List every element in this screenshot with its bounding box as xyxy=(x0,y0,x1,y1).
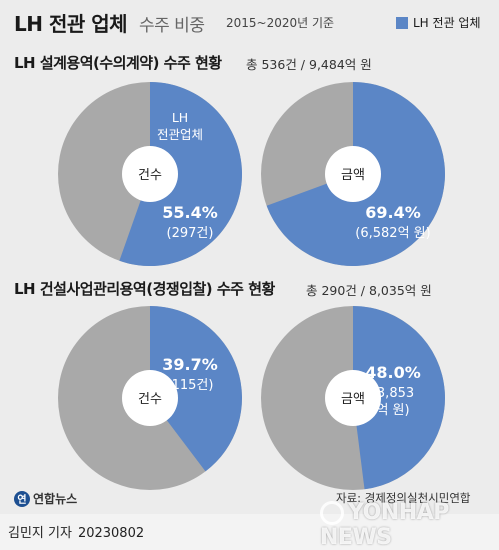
yonhap-logo: 연 연합뉴스 xyxy=(14,490,77,507)
pie-detail-label: (3,853 xyxy=(372,386,414,401)
pie-detail-label: (115건) xyxy=(167,378,214,393)
pie-center xyxy=(122,370,178,426)
page-subtitle: 수주 비중 xyxy=(139,16,205,36)
pie-center xyxy=(122,146,178,202)
author-line: 김민지 기자 20230802 xyxy=(8,522,144,541)
pie-slice-lh xyxy=(353,306,446,490)
pie-center xyxy=(325,146,381,202)
watermark-logo-icon xyxy=(320,501,344,525)
legend-swatch xyxy=(396,16,408,29)
pie-value-label: 69.4% xyxy=(365,203,421,222)
pie-center-label: 건수 xyxy=(138,168,162,183)
pie-value-label: 39.7% xyxy=(162,355,218,374)
pie-center xyxy=(325,370,381,426)
author-name: 김민지 기자 xyxy=(8,526,72,541)
logo-mark-icon: 연 xyxy=(14,490,30,507)
pie-detail-label: 억 원) xyxy=(376,403,409,418)
watermark-text: YONHAP NEWS xyxy=(320,500,449,550)
pie-detail-label: (297건) xyxy=(167,226,214,241)
pie-slice-lh xyxy=(119,82,243,266)
section-total-design: 총 536건 / 9,484억 원 xyxy=(246,57,372,72)
pie-slice-lh xyxy=(150,306,242,472)
source-note: 자료: 경제정의실천시민연합 xyxy=(336,491,471,505)
pie-charts: 건수 LH 전관업체 55.4% (297건) 금액 69.4% (6,582억 원) 건수 39… xyxy=(58,82,446,490)
pie-slice-label: LH xyxy=(172,110,188,125)
pie-detail-label: (6,582억 원) xyxy=(355,226,430,241)
period-label: 2015~2020년 기준 xyxy=(226,16,335,30)
logo-text: 연합뉴스 xyxy=(33,492,78,506)
pie-slice-label: 전관업체 xyxy=(157,127,203,142)
pie-value-label: 48.0% xyxy=(365,363,421,382)
watermark: YONHAP NEWS xyxy=(320,500,499,550)
pie-center-label: 금액 xyxy=(341,168,365,183)
section-total-construction: 총 290건 / 8,035억 원 xyxy=(306,283,432,298)
pie-center-label: 건수 xyxy=(138,392,162,407)
legend-label: LH 전관 업체 xyxy=(413,16,481,30)
section-title-design: LH 설계용역(수의계약) 수주 현황 xyxy=(14,54,222,72)
page-title: LH 전관 업체 xyxy=(14,12,128,36)
section-title-construction: LH 건설사업관리용역(경쟁입찰) 수주 현황 xyxy=(14,280,275,298)
pie-value-label: 55.4% xyxy=(162,203,218,222)
legend: LH 전관 업체 xyxy=(396,14,481,31)
author-date: 20230802 xyxy=(77,526,145,541)
pie-center-label: 금액 xyxy=(341,392,365,407)
